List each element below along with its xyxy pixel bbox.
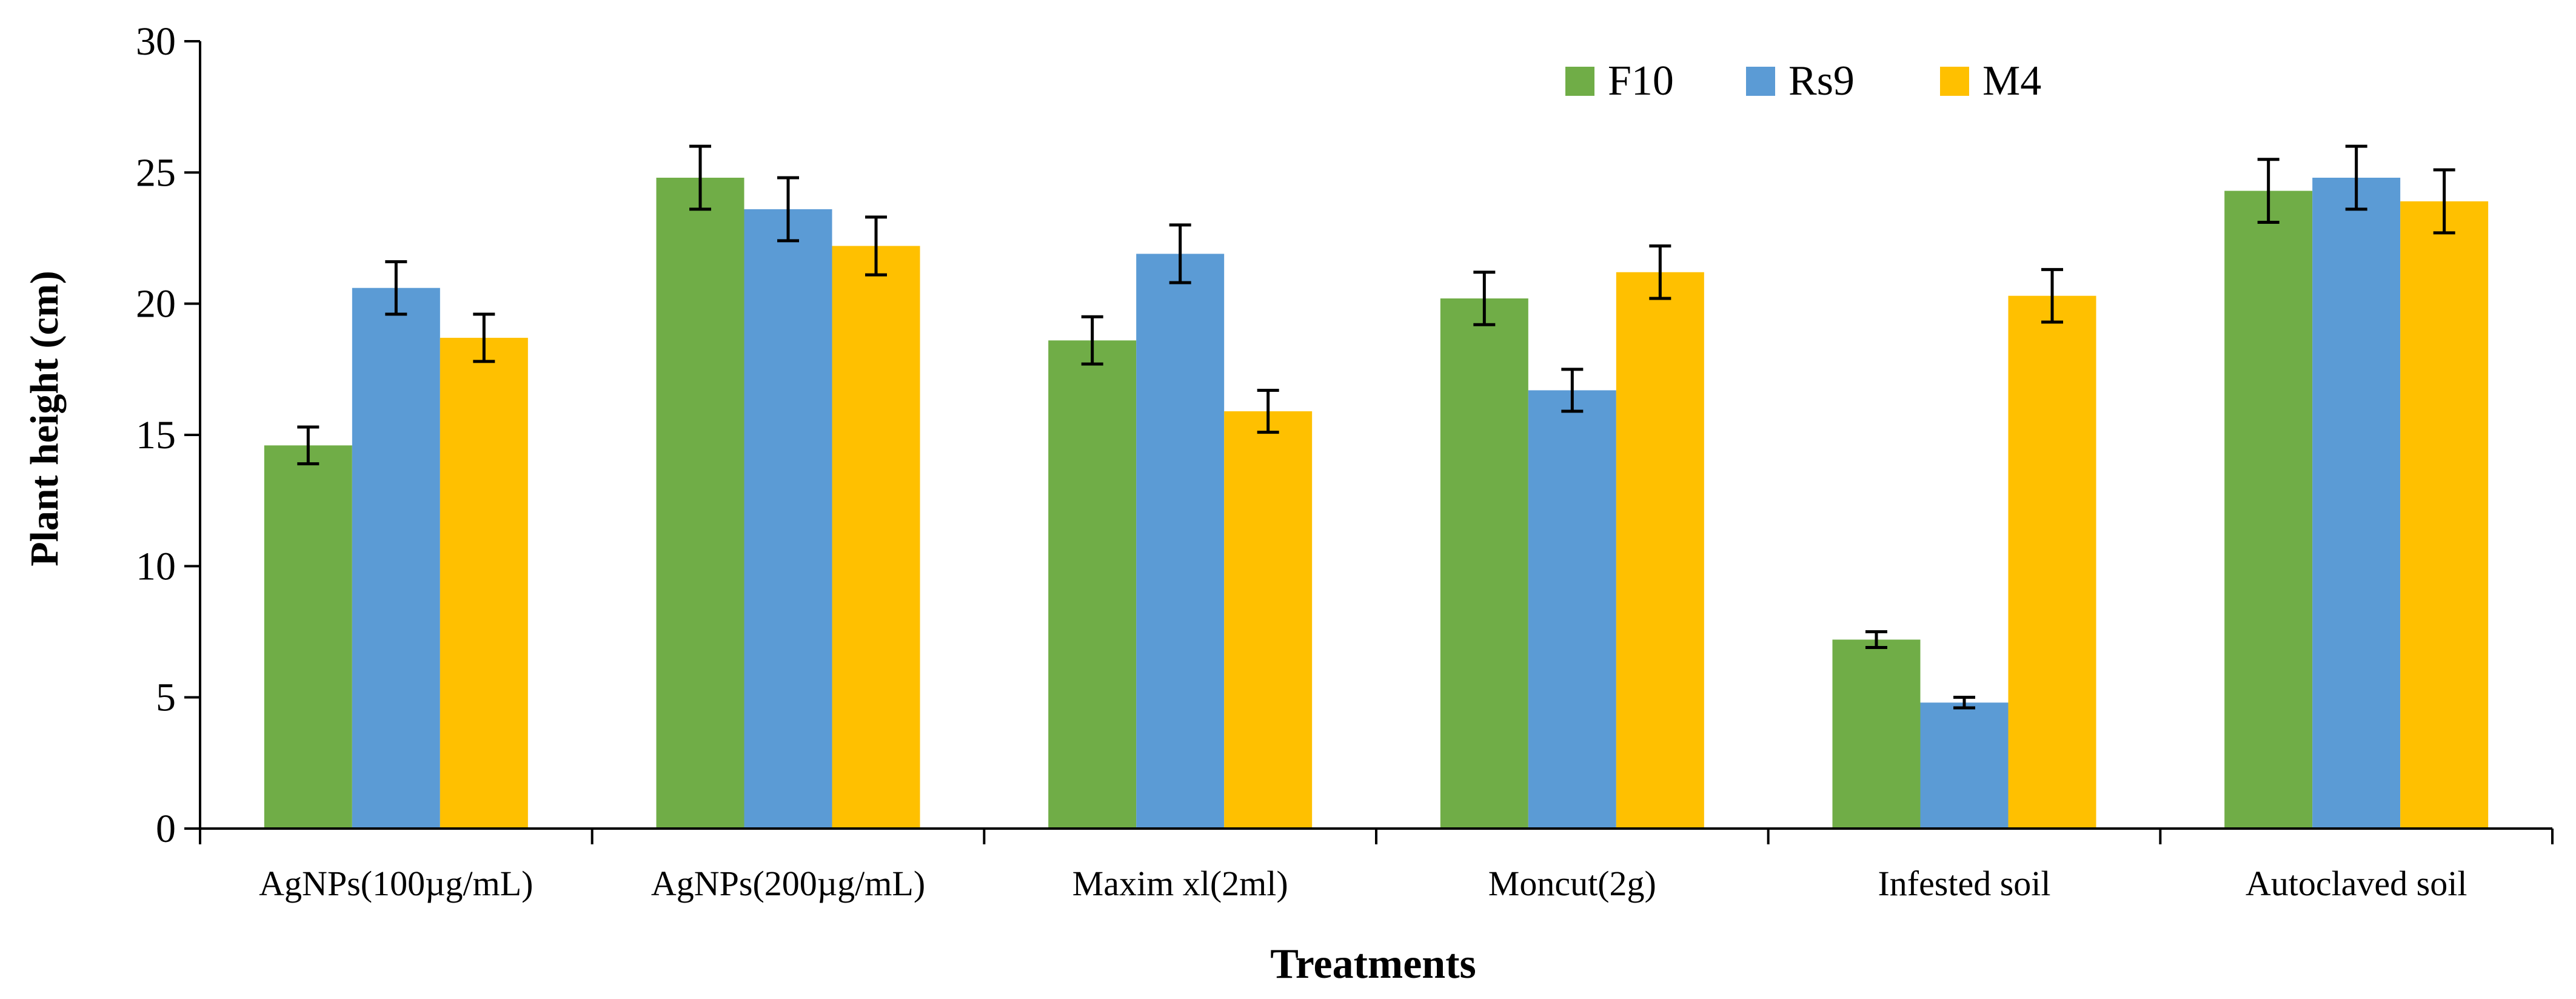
error-bar <box>2345 144 2367 211</box>
error-bar <box>2041 267 2063 324</box>
bar-rs9-2 <box>1136 254 1225 829</box>
category-label: AgNPs(200µg/mL) <box>651 864 925 903</box>
error-bar <box>473 312 495 363</box>
bar-rs9-3 <box>1528 390 1616 829</box>
error-bar <box>297 425 319 466</box>
y-tick-label: 20 <box>136 282 176 326</box>
legend-label-m4: M4 <box>1982 58 2041 104</box>
category-label: Autoclaved soil <box>2246 864 2467 903</box>
error-bars-layer <box>297 144 2455 710</box>
error-bar <box>777 176 799 243</box>
error-bar <box>1257 388 1279 434</box>
bar-f10-2 <box>1048 340 1137 829</box>
bar-m4-4 <box>2008 295 2096 829</box>
y-ticks: 0 5 10 15 20 25 30 <box>136 19 200 851</box>
y-tick-label: 15 <box>136 413 176 457</box>
category-label: Infested soil <box>1878 864 2050 903</box>
y-tick-label: 30 <box>136 19 176 64</box>
x-axis-title: Treatments <box>1270 941 1476 987</box>
error-bar <box>2257 158 2280 224</box>
bar-m4-2 <box>1224 411 1313 829</box>
error-bar <box>689 144 711 211</box>
legend: F10 Rs9 M4 <box>1565 58 2041 104</box>
y-tick-label: 25 <box>136 150 176 195</box>
bar-rs9-0 <box>352 288 440 829</box>
error-bar <box>1649 244 1671 300</box>
legend-swatch-rs9 <box>1746 67 1775 96</box>
legend-swatch-f10 <box>1565 67 1594 96</box>
error-bar <box>1953 696 1975 710</box>
y-tick-label: 10 <box>136 544 176 588</box>
x-ticks: AgNPs(100µg/mL) AgNPs(200µg/mL) Maxim xl(2… <box>199 829 2554 903</box>
legend-label-rs9: Rs9 <box>1788 58 1855 104</box>
bar-m4-0 <box>440 337 528 829</box>
bars-layer <box>264 177 2489 829</box>
y-axis-title: Plant height (cm) <box>22 271 67 567</box>
bar-f10-1 <box>656 177 744 829</box>
error-bar <box>1473 271 1496 326</box>
legend-label-f10: F10 <box>1608 58 1674 104</box>
error-bar <box>385 260 407 316</box>
axes-layer <box>199 41 2552 830</box>
bar-rs9-4 <box>1920 702 2009 829</box>
error-bar <box>1561 368 1584 413</box>
bar-f10-4 <box>1832 639 1921 829</box>
bar-rs9-1 <box>744 209 832 829</box>
error-bar <box>865 215 887 277</box>
bar-m4-3 <box>1616 272 1704 829</box>
bar-f10-0 <box>264 445 352 829</box>
y-tick-label: 0 <box>156 807 176 851</box>
category-label: Moncut(2g) <box>1488 864 1656 903</box>
error-bar <box>1081 315 1103 366</box>
bar-f10-3 <box>1440 298 1528 829</box>
y-tick-label: 5 <box>156 676 176 720</box>
category-label: AgNPs(100µg/mL) <box>259 864 533 903</box>
bar-f10-5 <box>2224 190 2313 829</box>
error-bar <box>1169 223 1191 284</box>
bar-m4-1 <box>832 246 920 829</box>
error-bar <box>2433 168 2455 235</box>
error-bar <box>1865 630 1887 649</box>
bar-m4-5 <box>2400 201 2489 829</box>
category-label: Maxim xl(2ml) <box>1072 864 1288 903</box>
bar-rs9-5 <box>2312 177 2401 829</box>
legend-swatch-m4 <box>1940 67 1969 96</box>
